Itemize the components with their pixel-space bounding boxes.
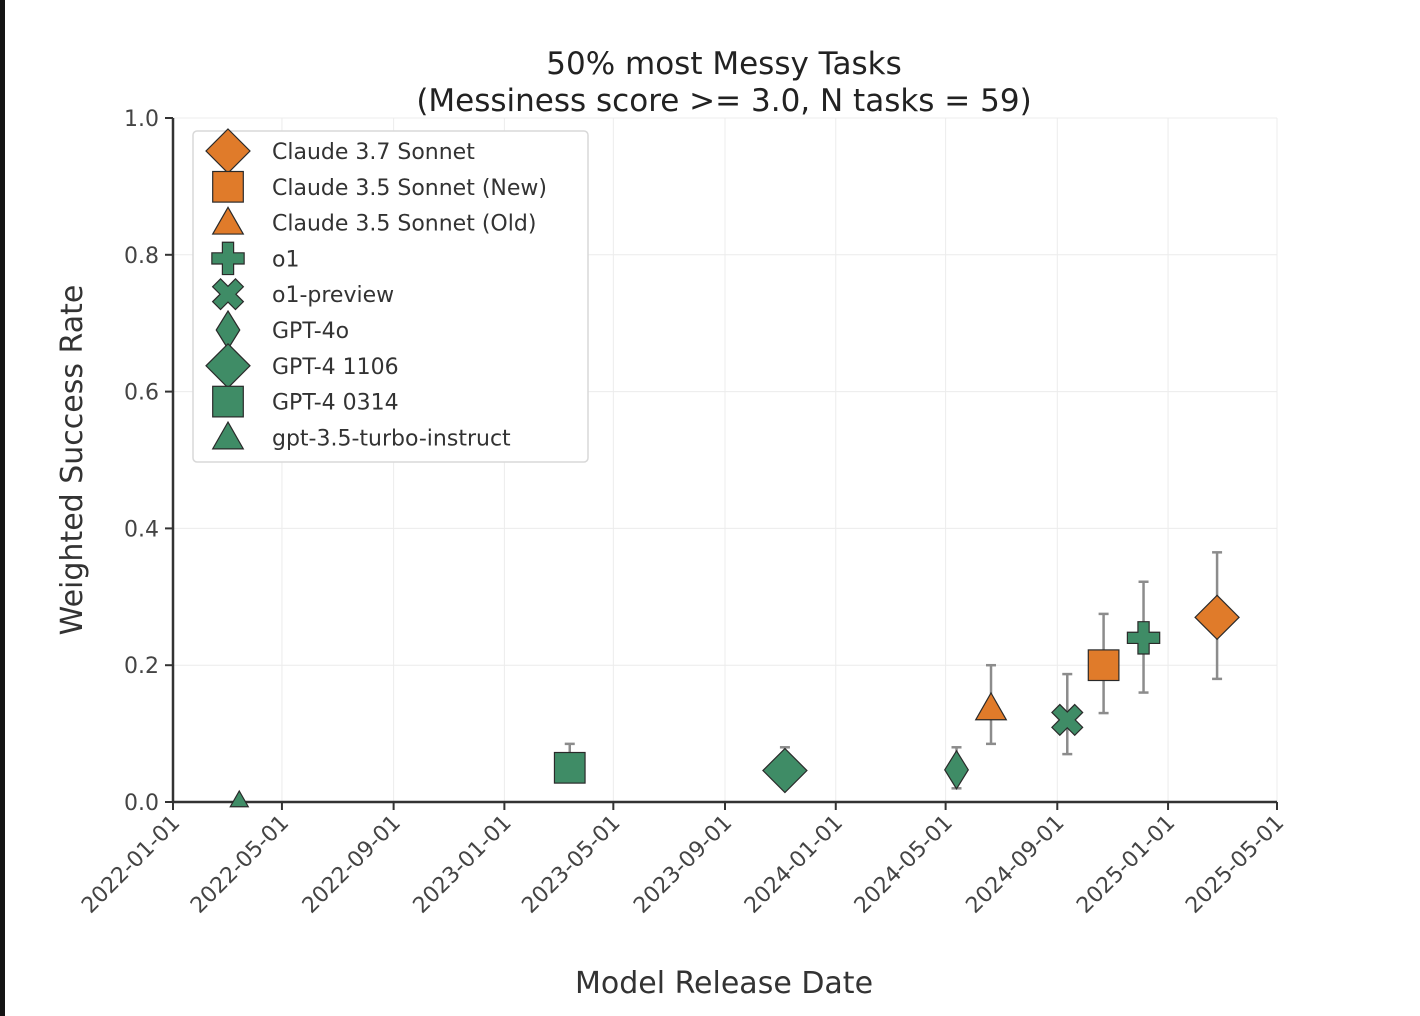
chart-title: 50% most Messy Tasks — [546, 46, 901, 82]
legend-item: GPT-4o — [215, 309, 349, 351]
square-marker-icon — [1087, 649, 1120, 682]
y-tick-label: 0.4 — [124, 517, 159, 542]
square-marker-icon — [553, 751, 586, 784]
y-tick-label: 0.0 — [124, 791, 159, 816]
window-edge — [0, 0, 5, 1016]
x-tick-label: 2023-01-01 — [409, 811, 517, 919]
x-marker-icon — [1051, 703, 1084, 737]
legend-label: GPT-4 1106 — [272, 355, 399, 380]
data-point — [1051, 672, 1084, 756]
data-point — [944, 746, 969, 790]
x-tick-label: 2023-05-01 — [517, 811, 625, 919]
triangle-marker-icon — [229, 789, 250, 808]
data-points — [229, 551, 1240, 808]
data-point — [229, 789, 250, 808]
legend-item: Claude 3.5 Sonnet (New) — [212, 170, 547, 203]
x-tick-label: 2022-01-01 — [77, 811, 185, 919]
thin-diamond-marker-icon — [944, 749, 969, 790]
x-tick-label: 2024-05-01 — [850, 811, 958, 919]
legend-item: gpt-3.5-turbo-instruct — [211, 420, 511, 451]
y-tick-label: 1.0 — [124, 107, 159, 132]
diamond-large-marker-icon — [1194, 594, 1240, 641]
x-tick-label: 2022-05-01 — [186, 811, 294, 919]
plus-marker-icon — [211, 241, 245, 276]
legend-label: Claude 3.5 Sonnet (Old) — [272, 212, 536, 237]
legend-label: Claude 3.7 Sonnet — [272, 140, 475, 165]
y-tick-label: 0.8 — [124, 244, 159, 269]
legend: Claude 3.7 Sonnet Claude 3.5 Sonnet (New)… — [192, 128, 589, 463]
data-point — [1194, 551, 1240, 681]
legend-item: o1-preview — [211, 277, 394, 311]
x-axis-ticks: 2022-01-01 2022-05-01 2022-09-01 2023-01-01… — [77, 802, 1289, 919]
legend-item: GPT-4 0314 — [212, 385, 399, 418]
data-point — [974, 663, 1008, 746]
x-tick-label: 2023-09-01 — [629, 811, 737, 919]
legend-label: o1-preview — [272, 283, 394, 308]
triangle-marker-icon — [211, 420, 245, 450]
x-marker-icon — [211, 277, 245, 311]
legend-label: GPT-4 0314 — [272, 391, 399, 416]
x-tick-label: 2022-09-01 — [298, 811, 406, 919]
x-tick-label: 2025-05-01 — [1181, 811, 1289, 919]
legend-item: Claude 3.5 Sonnet (Old) — [211, 206, 536, 237]
x-tick-label: 2025-01-01 — [1072, 811, 1180, 919]
y-tick-label: 0.2 — [124, 654, 159, 679]
data-point — [1087, 612, 1120, 715]
y-axis-label: Weighted Success Rate — [55, 285, 90, 636]
legend-label: Claude 3.5 Sonnet (New) — [272, 176, 547, 201]
triangle-marker-icon — [211, 206, 245, 235]
y-axis-ticks: 0.0 0.2 0.4 0.6 0.8 1.0 — [124, 107, 173, 816]
triangle-marker-icon — [974, 691, 1008, 721]
diamond-large-marker-icon — [762, 747, 808, 794]
x-tick-label: 2024-01-01 — [740, 811, 848, 919]
data-point — [762, 746, 808, 794]
legend-item: Claude 3.7 Sonnet — [205, 128, 475, 174]
data-point — [553, 742, 586, 784]
x-axis-label: Model Release Date — [575, 966, 873, 1001]
legend-item: GPT-4 1106 — [205, 342, 399, 389]
y-tick-label: 0.6 — [124, 381, 159, 406]
data-point — [1126, 580, 1161, 694]
plus-marker-icon — [1126, 621, 1161, 655]
square-marker-icon — [212, 170, 244, 203]
legend-label: gpt-3.5-turbo-instruct — [272, 426, 511, 451]
legend-label: o1 — [272, 247, 299, 272]
legend-box — [192, 130, 589, 463]
legend-label: GPT-4o — [272, 319, 349, 344]
chart-subtitle: (Messiness score >= 3.0, N tasks = 59) — [416, 83, 1031, 119]
square-marker-icon — [212, 385, 244, 418]
x-tick-label: 2024-09-01 — [961, 811, 1069, 919]
legend-item: o1 — [211, 241, 299, 276]
